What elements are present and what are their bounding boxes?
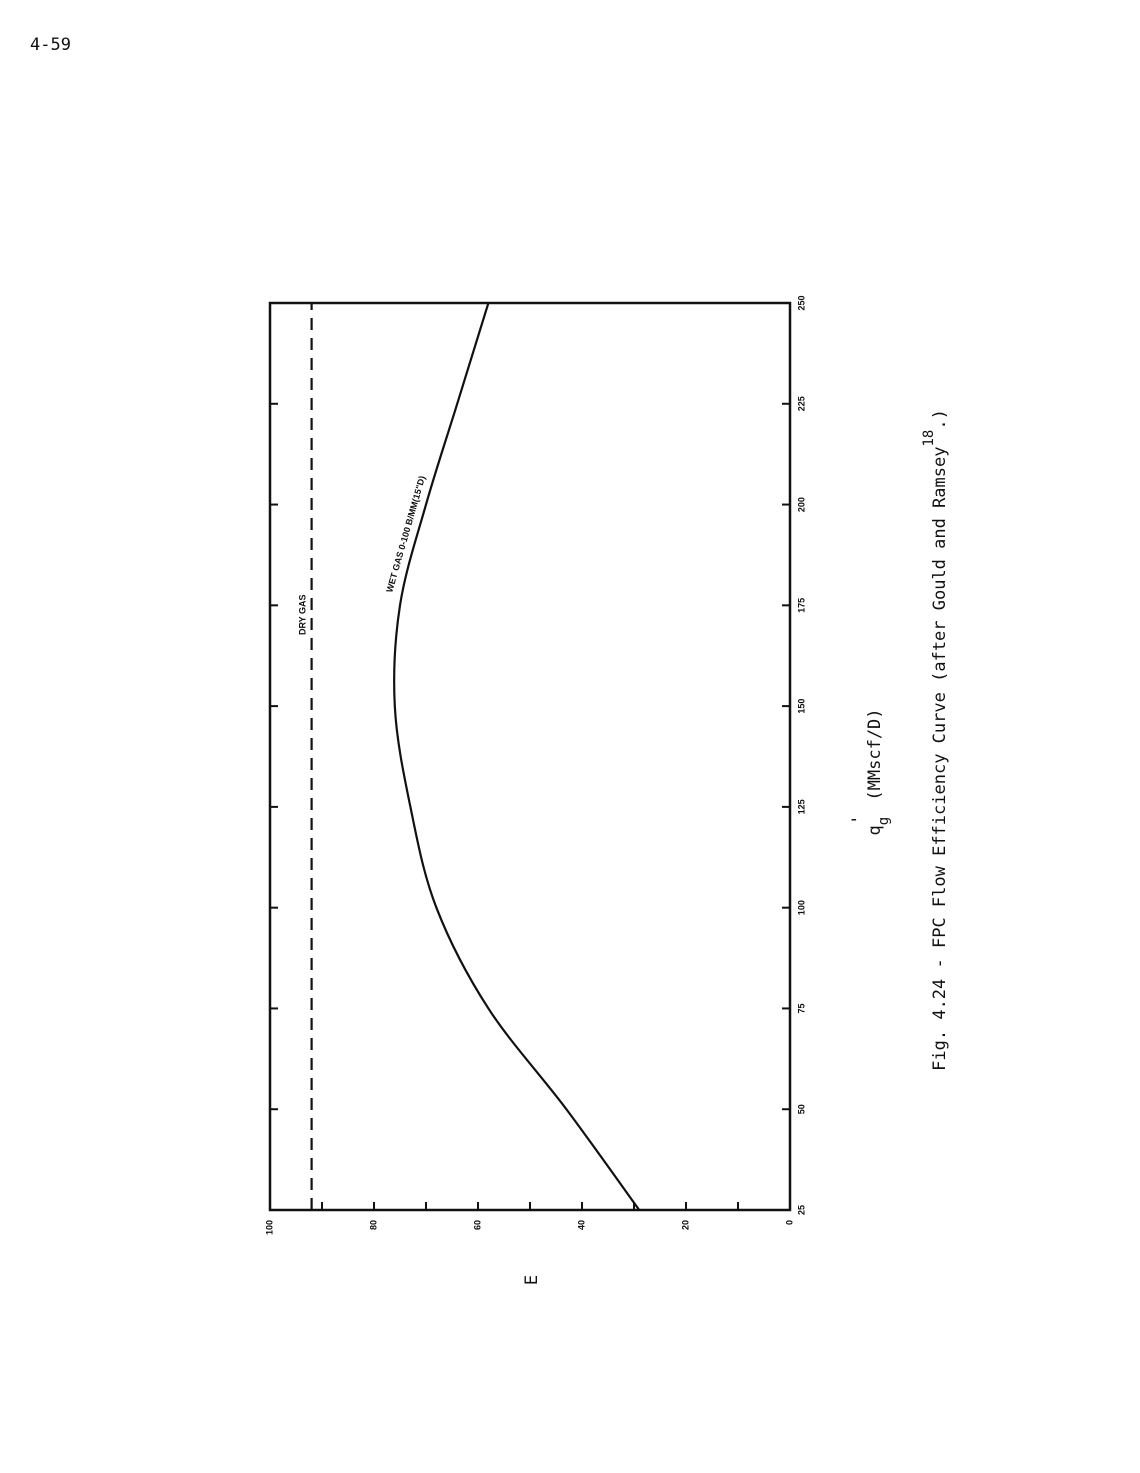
y-axis-label: E <box>522 1275 542 1285</box>
caption: Fig. 4.24 - FPC Flow Efficiency Curve (a… <box>921 409 950 1071</box>
caption-end: .) <box>930 409 950 429</box>
y-tick-label: 20 <box>680 1220 690 1230</box>
x-tick-label: 175 <box>796 598 806 613</box>
y-tick-label: 60 <box>472 1220 482 1230</box>
x-label-prime: ' <box>849 815 869 825</box>
plot-frame <box>268 301 792 1212</box>
series-label: DRY GAS <box>298 594 308 635</box>
y-tick-label: 0 <box>784 1220 794 1225</box>
x-tick-label: 75 <box>796 1003 806 1013</box>
caption-superscript: 18 <box>921 430 937 447</box>
page-number: 4-59 <box>30 35 71 55</box>
y-tick-label: 80 <box>368 1220 378 1230</box>
x-tick-label: 50 <box>796 1104 806 1114</box>
y-tick-label: 40 <box>576 1220 586 1230</box>
x-tick-label: 250 <box>796 295 806 310</box>
x-tick-label: 200 <box>796 497 806 512</box>
chart: E qg ' (MMscf/D) Fig. 4.24 - FPC Flow Effi… <box>264 295 950 1285</box>
x-tick-label: 125 <box>796 799 806 814</box>
y-tick-label: 100 <box>264 1220 274 1235</box>
x-tick-label: 100 <box>796 900 806 915</box>
x-label-subscript: g <box>876 817 892 825</box>
x-label-symbol: q <box>865 825 885 835</box>
x-tick-label: 25 <box>796 1205 806 1215</box>
x-axis-label: qg ' (MMscf/D) <box>849 708 892 835</box>
caption-text: Fig. 4.24 - FPC Flow Efficiency Curve (a… <box>930 447 950 1071</box>
x-tick-label: 225 <box>796 396 806 411</box>
x-label-units: (MMscf/D) <box>865 708 885 800</box>
x-tick-label: 150 <box>796 699 806 714</box>
series-line <box>393 302 641 1211</box>
